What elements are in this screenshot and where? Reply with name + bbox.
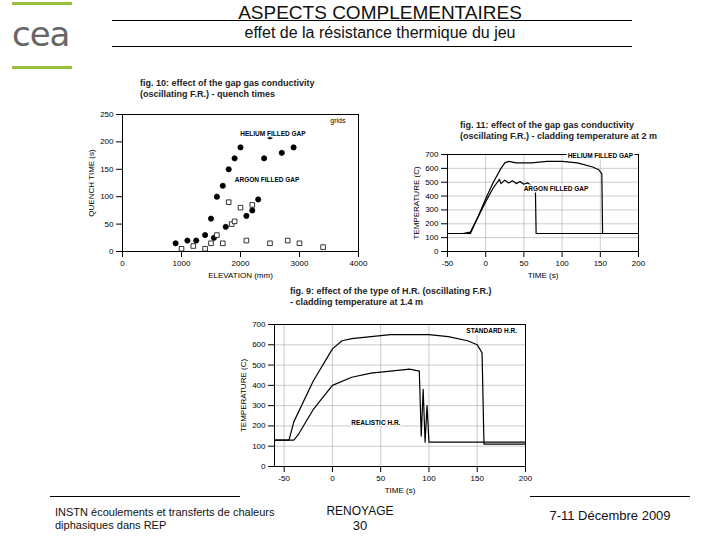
html-text:INSTN écoulements et transfert: INSTN écoulements et transferts de chale… <box>55 506 275 531</box>
svg-text:TIME (s): TIME (s) <box>385 486 416 495</box>
html-text:effet de la résistance thermiq: effet de la résistance thermique du jeu <box>244 24 516 41</box>
svg-text:0: 0 <box>109 247 114 256</box>
svg-text:250: 250 <box>100 110 114 119</box>
svg-text:600: 600 <box>425 164 439 173</box>
svg-text:200: 200 <box>519 474 533 483</box>
html-text:(oscillating F.R.) - cladding: (oscillating F.R.) - cladding temperatur… <box>460 131 657 141</box>
html-text:ASPECTS COMPLEMENTAIRES: ASPECTS COMPLEMENTAIRES <box>238 2 522 23</box>
svg-text:100: 100 <box>252 442 266 451</box>
svg-text:ARGON FILLED GAP: ARGON FILLED GAP <box>524 185 589 192</box>
html-text:(oscillating F.R.) - quench ti: (oscillating F.R.) - quench times <box>140 89 275 99</box>
svg-text:REALISTIC H.R.: REALISTIC H.R. <box>351 419 400 426</box>
svg-text:300: 300 <box>252 401 266 410</box>
svg-text:400: 400 <box>252 381 266 390</box>
svg-text:-50: -50 <box>278 474 290 483</box>
svg-text:150: 150 <box>471 474 485 483</box>
svg-text:200: 200 <box>425 219 439 228</box>
svg-text:0: 0 <box>330 474 335 483</box>
svg-text:4000: 4000 <box>350 259 368 268</box>
svg-text:TEMPERATURE (C): TEMPERATURE (C) <box>412 166 421 240</box>
svg-text:100: 100 <box>422 474 436 483</box>
html-text:fig. 10: effect of the gap gas: fig. 10: effect of the gap gas conductiv… <box>140 78 315 88</box>
html-text:fig. 9: effect of the type of: fig. 9: effect of the type of H.R. (osci… <box>290 286 492 296</box>
svg-text:100: 100 <box>555 259 569 268</box>
svg-text:400: 400 <box>425 192 439 201</box>
svg-text:100: 100 <box>100 192 114 201</box>
svg-text:0: 0 <box>434 247 439 256</box>
svg-text:700: 700 <box>252 320 266 329</box>
svg-text:200: 200 <box>632 259 646 268</box>
svg-text:2000: 2000 <box>232 259 250 268</box>
html-text:30: 30 <box>352 518 368 533</box>
svg-text:50: 50 <box>105 220 114 229</box>
svg-text:0: 0 <box>483 259 488 268</box>
svg-text:grids: grids <box>330 117 346 125</box>
svg-text:500: 500 <box>252 361 266 370</box>
svg-text:300: 300 <box>425 205 439 214</box>
svg-text:50: 50 <box>519 259 528 268</box>
svg-text:ELEVATION (mm): ELEVATION (mm) <box>208 271 273 280</box>
html-text:cea: cea <box>12 14 70 54</box>
svg-text:700: 700 <box>425 150 439 159</box>
svg-text:50: 50 <box>376 474 385 483</box>
html-text:7-11 Décembre 2009: 7-11 Décembre 2009 <box>549 508 671 523</box>
svg-text:0: 0 <box>261 462 266 471</box>
svg-text:0: 0 <box>120 259 125 268</box>
svg-text:-50: -50 <box>442 259 454 268</box>
html-text:- cladding temperature at 1.4: - cladding temperature at 1.4 m <box>290 297 423 307</box>
svg-text:TEMPERATURE (C): TEMPERATURE (C) <box>239 359 248 433</box>
svg-text:150: 150 <box>594 259 608 268</box>
svg-text:1000: 1000 <box>173 259 191 268</box>
html-text:fig. 11: effect of the gap gas: fig. 11: effect of the gap gas conductiv… <box>460 120 634 130</box>
svg-text:200: 200 <box>100 137 114 146</box>
svg-text:HELIUM FILLED GAP: HELIUM FILLED GAP <box>240 130 306 137</box>
svg-text:TIME (s): TIME (s) <box>528 271 559 280</box>
svg-text:HELIUM FILLED GAP: HELIUM FILLED GAP <box>568 152 634 159</box>
svg-text:100: 100 <box>425 233 439 242</box>
svg-text:200: 200 <box>252 421 266 430</box>
svg-text:500: 500 <box>425 178 439 187</box>
svg-text:3000: 3000 <box>291 259 309 268</box>
svg-text:QUENCH TIME (s): QUENCH TIME (s) <box>87 149 96 217</box>
svg-text:600: 600 <box>252 340 266 349</box>
svg-text:ARGON FILLED GAP: ARGON FILLED GAP <box>235 176 300 183</box>
svg-text:STANDARD H.R.: STANDARD H.R. <box>466 327 517 334</box>
svg-text:150: 150 <box>100 165 114 174</box>
html-text:RENOYAGE: RENOYAGE <box>326 504 394 518</box>
